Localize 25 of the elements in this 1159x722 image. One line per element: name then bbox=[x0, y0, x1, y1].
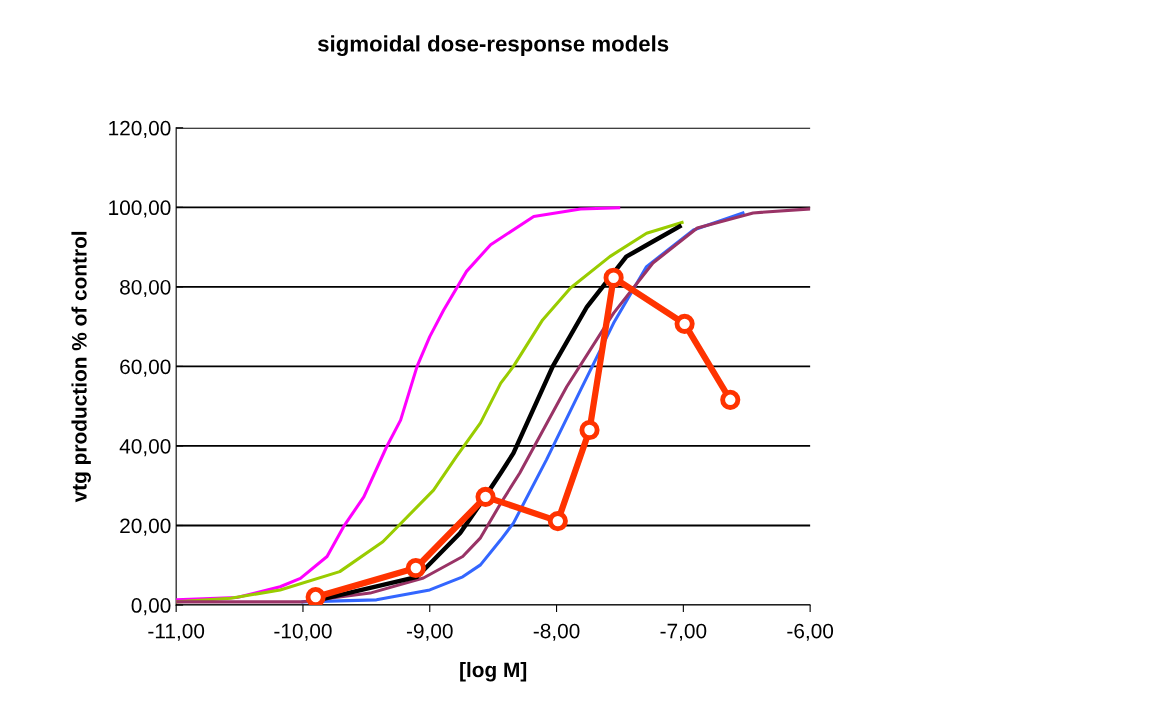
x-tick-label: -10,00 bbox=[274, 623, 332, 641]
y-tick-label: 80,00 bbox=[120, 279, 171, 298]
y-tick-label: 60,00 bbox=[120, 359, 171, 377]
point bbox=[674, 313, 695, 334]
line-series bbox=[176, 206, 621, 602]
point bbox=[720, 389, 741, 410]
x-tick-label: -8,00 bbox=[533, 623, 580, 641]
x-tick-label: -7,00 bbox=[660, 623, 707, 641]
point bbox=[405, 557, 426, 579]
x-axis-title: [log M] bbox=[460, 661, 527, 682]
y-tick-label: 40,00 bbox=[119, 438, 171, 457]
point bbox=[305, 587, 326, 606]
x-tick-label: -9,00 bbox=[406, 623, 453, 641]
point bbox=[547, 511, 568, 532]
y-tick-label: 20,00 bbox=[120, 518, 171, 536]
y-tick-label: 120,00 bbox=[109, 120, 171, 139]
point bbox=[579, 419, 600, 441]
x-tick-label: -6,00 bbox=[787, 623, 834, 641]
x-tick-label: -11,00 bbox=[148, 623, 205, 641]
point bbox=[475, 486, 496, 507]
y-axis-title: vtg production % of control bbox=[71, 231, 91, 503]
y-tick-label: 100,00 bbox=[109, 200, 171, 218]
chart-title: sigmoidal dose-response models bbox=[317, 35, 669, 57]
y-tick-label: 0,00 bbox=[131, 598, 171, 616]
point bbox=[603, 267, 624, 288]
